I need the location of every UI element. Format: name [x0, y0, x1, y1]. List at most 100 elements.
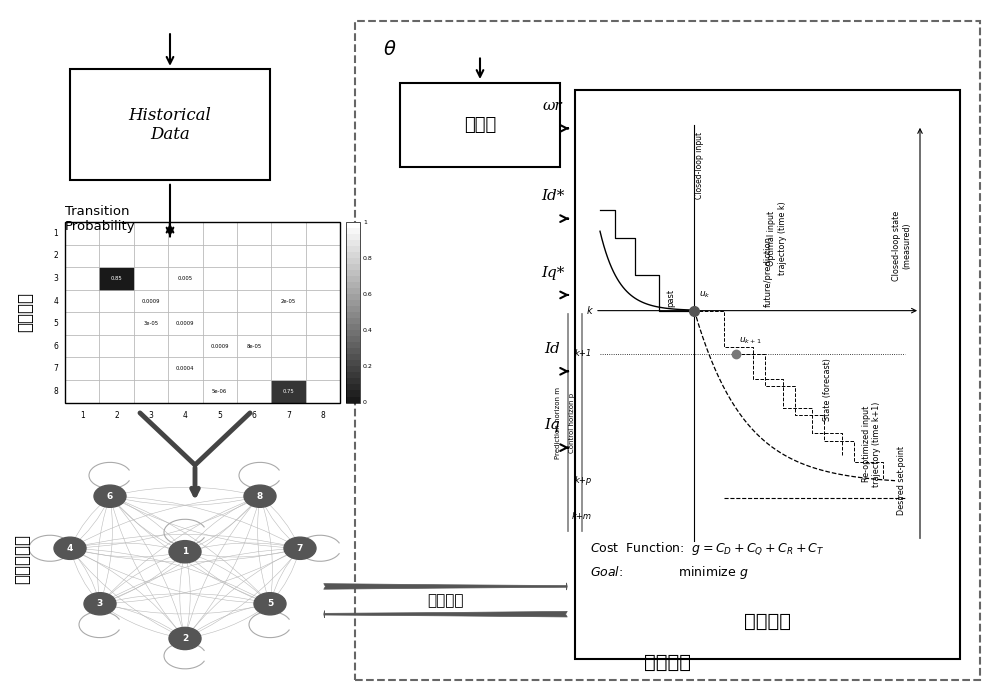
Bar [355, 21, 980, 680]
Bar [306, 245, 340, 267]
Bar [346, 391, 360, 396]
Bar [346, 384, 360, 391]
Text: Iq*: Iq* [541, 266, 564, 280]
Bar [168, 312, 202, 335]
Text: 5e-06: 5e-06 [212, 389, 227, 393]
Bar [346, 319, 360, 324]
Bar [65, 380, 99, 403]
Bar [99, 380, 134, 403]
Circle shape [169, 627, 201, 650]
Bar [346, 324, 360, 330]
Bar [346, 355, 360, 360]
Bar [306, 380, 340, 403]
Bar [346, 264, 360, 270]
Bar [134, 312, 168, 335]
Bar [65, 357, 99, 380]
Text: 1: 1 [182, 548, 188, 556]
Bar [168, 222, 202, 245]
Bar [271, 222, 306, 245]
Text: 6: 6 [252, 411, 256, 420]
Bar [346, 378, 360, 384]
Bar [65, 290, 99, 312]
Text: 2: 2 [182, 634, 188, 643]
Bar [346, 246, 360, 252]
Text: 3: 3 [53, 274, 58, 283]
Text: k: k [586, 305, 592, 316]
Text: 0.4: 0.4 [363, 328, 373, 333]
Text: Optimal input
trajectory (time k): Optimal input trajectory (time k) [767, 201, 787, 276]
Text: Re-optimized input
trajectory (time k+1): Re-optimized input trajectory (time k+1) [862, 401, 881, 487]
Text: 0: 0 [363, 400, 367, 405]
Text: 转移状态: 转移状态 [427, 593, 464, 608]
Bar [99, 335, 134, 357]
Bar [168, 357, 202, 380]
Bar [346, 337, 360, 342]
Bar [306, 357, 340, 380]
Bar [306, 312, 340, 335]
Bar [346, 360, 360, 366]
Text: 4: 4 [53, 296, 58, 305]
Circle shape [284, 537, 316, 559]
Bar [202, 357, 237, 380]
Bar [346, 301, 360, 306]
Bar [346, 306, 360, 312]
Text: Desired set-point: Desired set-point [897, 446, 906, 515]
Bar [168, 380, 202, 403]
Text: 状态间转移: 状态间转移 [13, 534, 31, 584]
Text: 0.2: 0.2 [363, 364, 373, 369]
Bar [306, 290, 340, 312]
Bar [202, 245, 237, 267]
Text: $u_{k+1}$: $u_{k+1}$ [739, 335, 761, 346]
Text: k+1: k+1 [575, 350, 592, 358]
Text: 7: 7 [286, 411, 291, 420]
Bar [237, 245, 271, 267]
Bar [346, 222, 360, 228]
Bar [99, 357, 134, 380]
Bar [99, 222, 134, 245]
Text: 0.85: 0.85 [111, 276, 122, 281]
Text: 0.6: 0.6 [363, 291, 373, 297]
Bar [237, 222, 271, 245]
Text: 1: 1 [80, 411, 85, 420]
Bar [237, 267, 271, 290]
Bar [134, 335, 168, 357]
Text: k+m: k+m [572, 512, 592, 520]
Text: $\it{Goal}$:              minimize $\it{g}$: $\it{Goal}$: minimize $\it{g}$ [590, 564, 749, 581]
Bar [237, 357, 271, 380]
Bar [202, 290, 237, 312]
Bar [346, 366, 360, 373]
Text: Id: Id [545, 342, 560, 356]
Bar [168, 245, 202, 267]
Text: k+p: k+p [575, 476, 592, 484]
Circle shape [54, 537, 86, 559]
Text: 7: 7 [53, 364, 58, 373]
Text: Iq: Iq [545, 418, 560, 432]
Bar [237, 312, 271, 335]
Text: Historical
Data: Historical Data [129, 107, 211, 143]
Bar [99, 290, 134, 312]
Bar [346, 288, 360, 294]
Text: 模型预测: 模型预测 [644, 653, 691, 672]
Text: 0.8: 0.8 [363, 255, 373, 261]
Bar [271, 357, 306, 380]
Bar [346, 252, 360, 258]
Bar [99, 245, 134, 267]
Bar [168, 290, 202, 312]
Bar [237, 380, 271, 403]
Text: 5: 5 [53, 319, 58, 328]
Bar [65, 222, 340, 403]
Bar [65, 312, 99, 335]
Bar [346, 312, 360, 319]
Text: 7: 7 [297, 544, 303, 552]
Text: 1: 1 [53, 229, 58, 238]
Text: 8: 8 [257, 492, 263, 500]
Circle shape [244, 485, 276, 507]
Bar [346, 294, 360, 301]
Text: 2e-05: 2e-05 [281, 298, 296, 303]
Bar [134, 357, 168, 380]
Text: 6: 6 [107, 492, 113, 500]
Bar [346, 342, 360, 348]
Text: 4: 4 [183, 411, 188, 420]
Bar [346, 270, 360, 276]
Text: 5: 5 [267, 600, 273, 608]
